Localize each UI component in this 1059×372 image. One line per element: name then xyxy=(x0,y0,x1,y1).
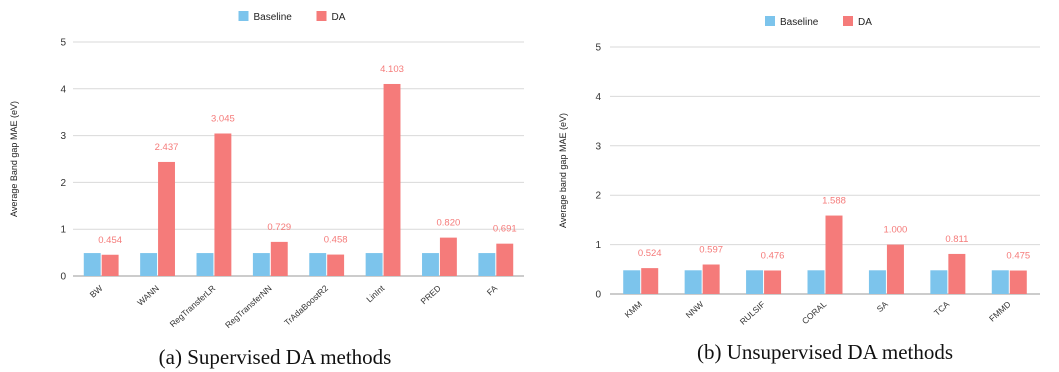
bar-baseline xyxy=(478,253,496,276)
x-tick-label: TrAdaBoostR2 xyxy=(282,283,330,328)
x-tick-label: KMM xyxy=(623,299,644,320)
bar-da xyxy=(158,161,175,276)
y-axis-label: Average band gap MAE (eV) xyxy=(558,113,568,228)
bar-da xyxy=(702,264,720,294)
x-tick-label: WANN xyxy=(135,283,161,308)
x-tick-label: TCA xyxy=(932,299,952,318)
figure-caption: (b) Unsupervised DA methods xyxy=(697,340,953,364)
y-tick-label: 4 xyxy=(595,92,601,103)
legend-swatch-baseline xyxy=(238,11,249,21)
bar-baseline xyxy=(868,270,886,294)
chart-b: 0 1 2 3 4 5 Average band gap MAE (eV) Baseline D… xyxy=(558,16,1040,364)
data-label: 0.691 xyxy=(493,224,517,235)
y-axis-label: Average Band gap MAE (eV) xyxy=(9,101,19,217)
bar-da xyxy=(496,243,514,276)
x-tick-label: PRED xyxy=(419,283,443,306)
y-tick-label: 1 xyxy=(60,225,66,236)
x-tick-label: CORAL xyxy=(800,299,829,326)
bar-da xyxy=(764,270,782,294)
data-label: 0.729 xyxy=(267,222,291,233)
y-tick-label: 3 xyxy=(60,131,66,142)
x-tick-label: FA xyxy=(485,283,500,298)
y-tick-label: 5 xyxy=(595,43,601,54)
bar-baseline xyxy=(746,270,764,294)
bar-da xyxy=(641,268,659,294)
bar-baseline xyxy=(83,253,101,276)
bar-baseline xyxy=(309,253,327,276)
bar-da xyxy=(439,237,457,276)
x-tick-label: RegTransferLR xyxy=(168,283,218,329)
data-label: 0.811 xyxy=(945,234,968,245)
x-tick-label: FMMD xyxy=(987,299,1013,323)
x-tick-label: SA xyxy=(875,299,890,314)
data-label: 0.524 xyxy=(638,248,662,259)
figure-caption: (a) Supervised DA methods xyxy=(159,345,392,369)
y-tick-label: 4 xyxy=(60,84,66,95)
data-label: 1.588 xyxy=(822,196,846,207)
bar-da xyxy=(101,254,119,276)
x-tick-label: LinInt xyxy=(364,283,387,305)
bar-da xyxy=(270,241,288,276)
y-tick-label: 2 xyxy=(595,191,601,202)
y-tick-label: 2 xyxy=(60,178,66,189)
legend-label-baseline: Baseline xyxy=(254,12,293,23)
bar-da xyxy=(214,133,232,276)
legend: Baseline DA xyxy=(238,11,346,23)
x-tick-label: BW xyxy=(88,283,105,300)
data-label: 3.045 xyxy=(211,113,235,124)
y-tick-label: 0 xyxy=(60,272,66,283)
data-label: 0.458 xyxy=(324,235,348,246)
bar-da xyxy=(1009,270,1027,294)
y-tick-label: 3 xyxy=(595,141,601,152)
legend-label-da: DA xyxy=(858,17,872,28)
bar-baseline xyxy=(252,253,270,276)
data-label: 0.454 xyxy=(98,235,122,246)
data-label: 2.437 xyxy=(155,142,179,153)
bar-da xyxy=(948,253,966,294)
legend-swatch-da xyxy=(843,16,853,26)
x-tick-label: NNW xyxy=(684,299,706,320)
data-label: 4.103 xyxy=(380,64,404,75)
bar-baseline xyxy=(422,253,439,276)
data-label: 1.000 xyxy=(884,225,908,236)
bar-baseline xyxy=(140,253,158,276)
legend-label-da: DA xyxy=(332,12,346,23)
bar-baseline xyxy=(991,270,1009,294)
bar-baseline xyxy=(930,270,948,294)
bar-da xyxy=(327,254,345,276)
data-label: 0.476 xyxy=(761,250,785,261)
bar-baseline xyxy=(684,270,702,294)
bar-baseline xyxy=(365,253,383,276)
legend: Baseline DA xyxy=(765,16,872,28)
bar-da xyxy=(825,215,843,294)
x-tick-label: RegTransferNN xyxy=(223,283,274,330)
data-label: 0.597 xyxy=(699,245,723,256)
chart-a: 0 1 2 3 4 5 Average Band gap MAE (eV) Baseline D… xyxy=(9,11,524,369)
y-tick-label: 1 xyxy=(595,240,601,251)
bar-baseline xyxy=(623,270,641,294)
bar-da xyxy=(383,83,401,276)
legend-swatch-da xyxy=(316,11,327,21)
y-tick-label: 5 xyxy=(60,38,66,49)
legend-swatch-baseline xyxy=(765,16,775,26)
bar-baseline xyxy=(196,253,214,276)
legend-label-baseline: Baseline xyxy=(780,17,819,28)
bar-da xyxy=(886,244,904,294)
y-tick-label: 0 xyxy=(595,290,601,301)
data-label: 0.475 xyxy=(1006,251,1030,262)
x-tick-label: RULSIF xyxy=(738,299,767,327)
bar-baseline xyxy=(807,270,825,294)
data-label: 0.820 xyxy=(437,218,461,229)
